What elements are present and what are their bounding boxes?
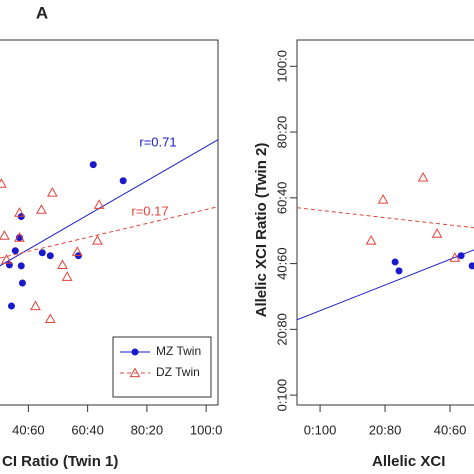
- point: [61, 271, 73, 281]
- x-tick-label: 100:0: [190, 422, 223, 437]
- y-tick-label: 100:0: [274, 50, 289, 83]
- point: [89, 161, 97, 169]
- point: [11, 247, 19, 255]
- x-axis-title: CI Ratio (Twin 1): [2, 453, 118, 470]
- point: [7, 302, 15, 310]
- point: [1, 254, 12, 264]
- point: [36, 204, 47, 214]
- point: [14, 232, 25, 242]
- point: [449, 252, 461, 262]
- point: [47, 187, 58, 197]
- x-axis-title: Allelic XCI: [372, 453, 445, 470]
- fit-line: [296, 207, 474, 229]
- point: [417, 171, 429, 182]
- point: [17, 262, 25, 270]
- plot-frame: [0, 39, 219, 406]
- point: [5, 261, 13, 269]
- x-tick-label: 0:100: [304, 422, 337, 437]
- y-tick-label: 40:60: [274, 247, 289, 280]
- annotation: r=0.71: [139, 134, 176, 149]
- point: [14, 207, 25, 217]
- point: [0, 178, 7, 188]
- y-tick-label: 0:100: [274, 379, 289, 412]
- point: [46, 252, 54, 260]
- x-tick-label: 60:40: [71, 422, 104, 437]
- annotation: r=0.17: [131, 203, 168, 218]
- y-tick-label: 20:80: [274, 313, 289, 346]
- point: [57, 259, 68, 270]
- point: [431, 228, 443, 238]
- point: [377, 193, 389, 204]
- legend-marker: [129, 367, 141, 378]
- fit-line: [0, 206, 219, 259]
- point: [44, 313, 56, 323]
- point: [457, 252, 465, 260]
- y-axis-title: Allelic XCI Ratio (Twin 2): [253, 143, 270, 318]
- legend-label: DZ Twin: [156, 365, 200, 379]
- plot-frame: [296, 39, 474, 406]
- point: [468, 262, 474, 270]
- x-tick-label: 40:60: [12, 422, 45, 437]
- point: [18, 279, 26, 287]
- fit-line: [0, 139, 219, 267]
- x-tick-label: 80:20: [131, 422, 164, 437]
- point: [92, 235, 103, 245]
- point: [119, 177, 127, 185]
- point: [391, 258, 399, 266]
- point: [395, 267, 403, 275]
- panel: 0:100 20:80 40:60 0:100 20:80 40:60 60:40 80:20…: [253, 39, 474, 470]
- legend-box: [112, 336, 212, 398]
- legend-label: MZ Twin: [156, 344, 201, 358]
- panel-label: A: [36, 3, 48, 22]
- point: [30, 300, 41, 311]
- point: [365, 235, 377, 245]
- fit-line: [296, 249, 474, 321]
- y-tick-label: 60:40: [274, 182, 289, 215]
- point: [93, 199, 105, 209]
- x-tick-label: 40:60: [434, 422, 467, 437]
- y-tick-label: 80:20: [274, 116, 289, 149]
- panel: 40:60 60:40 80:20 100:0 A CI Ratio (Twin 1) r=…: [0, 3, 223, 470]
- point: [0, 230, 10, 240]
- legend-marker: [131, 348, 139, 356]
- point: [38, 249, 46, 257]
- x-tick-label: 20:80: [369, 422, 402, 437]
- point: [71, 246, 83, 256]
